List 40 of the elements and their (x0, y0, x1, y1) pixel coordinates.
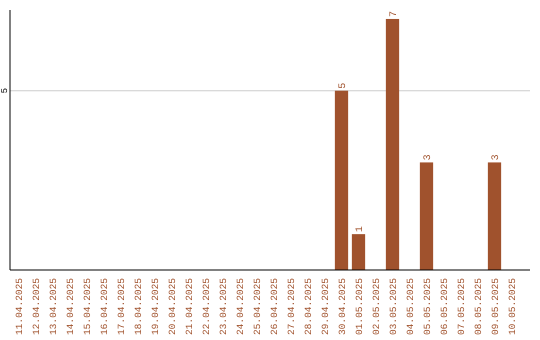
x-tick-label: 10.05.2025 (507, 278, 518, 336)
x-tick-label: 29.04.2025 (320, 278, 331, 336)
x-tick-label: 16.04.2025 (99, 278, 110, 336)
x-tick-label: 21.04.2025 (184, 278, 195, 336)
bar (334, 90, 348, 270)
x-tick-label: 30.04.2025 (337, 278, 348, 336)
bar (352, 234, 366, 270)
x-tick-label: 23.04.2025 (218, 278, 229, 336)
x-tick-label: 04.05.2025 (405, 278, 416, 336)
x-tick-label: 20.04.2025 (167, 278, 178, 336)
x-tick-label: 11.04.2025 (14, 278, 25, 336)
x-tick-label: 25.04.2025 (252, 278, 263, 336)
x-tick-label: 09.05.2025 (490, 278, 501, 336)
x-tick-label: 28.04.2025 (303, 278, 314, 336)
x-tick-label: 27.04.2025 (286, 278, 297, 336)
data-label: 3 (491, 154, 502, 160)
data-label: 3 (423, 154, 434, 160)
bar (420, 162, 434, 270)
x-tick-label: 01.05.2025 (354, 278, 365, 336)
bar (488, 162, 502, 270)
x-tick-label: 18.04.2025 (133, 278, 144, 336)
x-tick-label: 19.04.2025 (150, 278, 161, 336)
data-label: 1 (355, 226, 366, 232)
x-tick-label: 03.05.2025 (388, 278, 399, 336)
x-tick-label: 13.04.2025 (48, 278, 59, 336)
x-tick-label: 06.05.2025 (439, 278, 450, 336)
x-tick-label: 07.05.2025 (456, 278, 467, 336)
bar (386, 18, 400, 270)
x-tick-label: 15.04.2025 (82, 278, 93, 336)
x-tick-label: 05.05.2025 (422, 278, 433, 336)
data-label: 5 (338, 82, 349, 89)
x-tick-label: 24.04.2025 (235, 278, 246, 336)
x-tick-label: 12.04.2025 (31, 278, 42, 336)
x-tick-label: 17.04.2025 (116, 278, 127, 336)
x-tick-label: 26.04.2025 (269, 278, 280, 336)
x-tick-label: 08.05.2025 (473, 278, 484, 336)
x-tick-label: 14.04.2025 (65, 278, 76, 336)
data-label: 7 (389, 10, 400, 17)
x-tick-label: 02.05.2025 (371, 278, 382, 336)
x-tick-label: 22.04.2025 (201, 278, 212, 336)
